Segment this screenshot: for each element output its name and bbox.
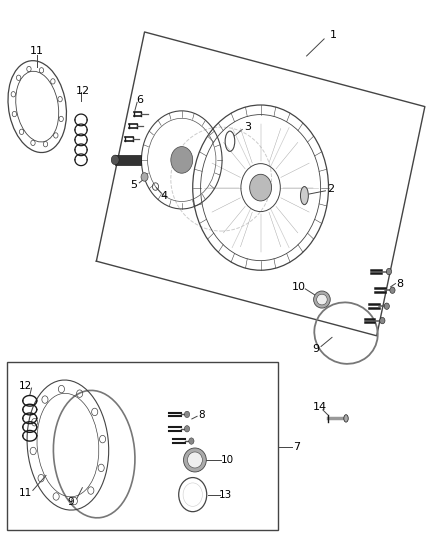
Text: 2: 2: [327, 184, 334, 194]
Text: 5: 5: [130, 181, 137, 190]
Ellipse shape: [314, 291, 330, 308]
Text: 12: 12: [18, 382, 32, 391]
Circle shape: [111, 155, 119, 165]
Circle shape: [184, 425, 190, 432]
Circle shape: [141, 173, 148, 181]
Text: 11: 11: [18, 488, 32, 498]
Circle shape: [386, 269, 392, 274]
Text: 6: 6: [137, 95, 144, 105]
Circle shape: [390, 287, 395, 293]
Text: 13: 13: [219, 490, 232, 499]
Ellipse shape: [187, 452, 202, 468]
Text: 9: 9: [312, 344, 319, 354]
Circle shape: [384, 303, 389, 309]
Text: 8: 8: [198, 410, 205, 419]
Circle shape: [171, 147, 193, 173]
Text: 9: 9: [67, 497, 74, 507]
Ellipse shape: [184, 448, 206, 472]
Text: 10: 10: [292, 282, 306, 292]
Text: 1: 1: [329, 30, 336, 39]
Bar: [115, 155, 141, 165]
Circle shape: [189, 438, 194, 445]
Ellipse shape: [300, 187, 308, 205]
Text: 7: 7: [293, 442, 300, 451]
Text: 12: 12: [76, 86, 90, 95]
Circle shape: [184, 411, 190, 418]
Text: 14: 14: [313, 402, 327, 412]
Circle shape: [250, 174, 272, 201]
Text: 10: 10: [220, 455, 233, 465]
Circle shape: [380, 317, 385, 324]
Bar: [7, 362, 278, 530]
Ellipse shape: [317, 294, 327, 305]
Text: 3: 3: [244, 122, 251, 132]
Text: 11: 11: [30, 46, 44, 55]
Text: 4: 4: [161, 191, 168, 201]
Text: 8: 8: [396, 279, 403, 288]
Ellipse shape: [344, 415, 348, 422]
